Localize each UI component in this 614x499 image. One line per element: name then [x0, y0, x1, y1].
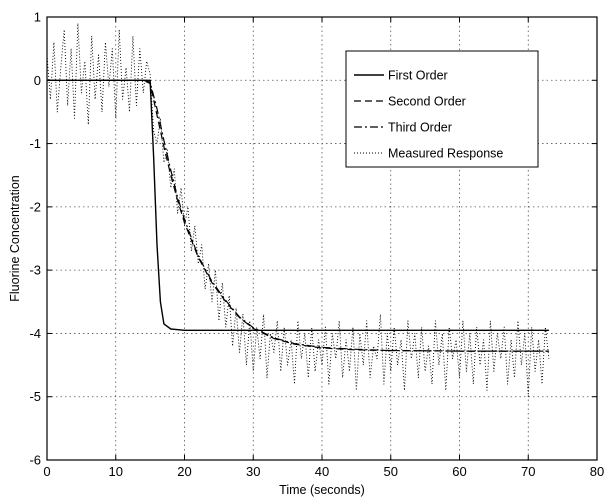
x-tick-label: 0 — [43, 464, 50, 479]
y-tick-label: -2 — [29, 199, 41, 214]
x-tick-label: 20 — [177, 464, 191, 479]
x-tick-label: 10 — [109, 464, 123, 479]
y-tick-label: -4 — [29, 326, 41, 341]
grid-lines — [47, 17, 597, 460]
ticks: 0 10 20 30 40 50 60 70 80 -6 -5 -4 -3 -2 -1 0 1 — [29, 10, 604, 480]
x-tick-label: 60 — [452, 464, 466, 479]
x-tick-label: 50 — [384, 464, 398, 479]
legend-label: Measured Response — [388, 147, 503, 161]
legend: First Order Second Order Third Order Measur… — [345, 50, 539, 168]
legend-label: Third Order — [388, 121, 452, 135]
x-tick-label: 70 — [521, 464, 535, 479]
x-tick-label: 30 — [246, 464, 260, 479]
y-tick-label: -6 — [29, 453, 41, 468]
series-line-measured-response — [46, 22, 550, 398]
x-axis-title: Time (seconds) — [279, 483, 365, 497]
series-line-third-order — [47, 79, 549, 352]
x-tick-label: 80 — [590, 464, 604, 479]
legend-label: Second Order — [388, 95, 466, 109]
y-tick-label: -5 — [29, 389, 41, 404]
series-line-first-order — [47, 79, 549, 331]
y-tick-label: -3 — [29, 263, 41, 278]
x-tick-label: 40 — [315, 464, 329, 479]
y-tick-label: 0 — [34, 73, 41, 88]
y-tick-label: 1 — [34, 10, 41, 25]
legend-box — [345, 50, 539, 168]
series-layer — [46, 22, 550, 398]
legend-label: First Order — [388, 69, 448, 83]
y-axis-title: Fluorine Concentration — [8, 175, 22, 302]
y-tick-label: -1 — [29, 136, 41, 151]
series-line-second-order — [47, 79, 549, 352]
